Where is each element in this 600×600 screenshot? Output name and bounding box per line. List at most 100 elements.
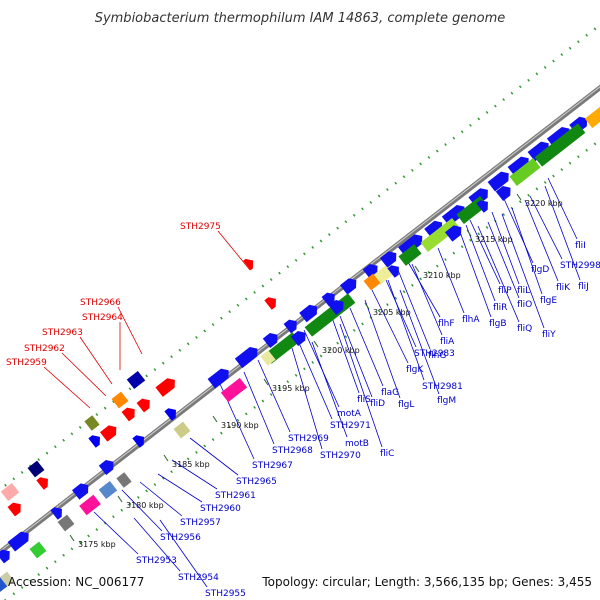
- leader-line: [159, 519, 208, 588]
- gene-label: STH2968: [272, 446, 313, 456]
- gene-label: flhA: [462, 315, 480, 325]
- gene-label: motB: [345, 439, 369, 449]
- kbp-tick: [163, 454, 169, 462]
- kbp-tick: [466, 229, 472, 237]
- gene-label: flgL: [398, 400, 414, 410]
- gene-feature: [299, 304, 318, 323]
- leader-line: [547, 177, 578, 240]
- leader-line: [407, 261, 441, 318]
- backbone-highlight: [0, 86, 600, 552]
- leader-line: [349, 307, 384, 387]
- kbp-tick: [117, 495, 123, 503]
- gene-feature: [29, 541, 47, 559]
- gene-feature: [126, 370, 146, 390]
- gene-label: motA: [337, 409, 362, 419]
- gene-feature: [321, 292, 335, 307]
- gene-label: fliA: [440, 337, 455, 347]
- gene-feature: [398, 244, 422, 266]
- gene-label: STH2981: [422, 382, 463, 392]
- leader-line: [133, 517, 181, 572]
- leader-line: [397, 269, 431, 350]
- leader-line: [524, 199, 559, 282]
- highlight-gene-label: STH2959: [6, 358, 47, 368]
- gene-label: STH2998: [560, 261, 600, 271]
- gene-label: fliP: [498, 286, 512, 296]
- gene-feature: [534, 123, 586, 167]
- kbp-tick: [414, 265, 420, 273]
- accession-text: Accession: NC_006177: [8, 575, 144, 589]
- gene-feature: [340, 278, 357, 295]
- gene-label: fliY: [542, 330, 556, 340]
- leader-line: [157, 473, 203, 503]
- gene-feature: [584, 103, 600, 129]
- gene-feature: [164, 408, 176, 421]
- highlight-gene-label: STH2962: [24, 344, 65, 354]
- gene-feature: [36, 477, 48, 490]
- gene-feature: [507, 156, 529, 177]
- gene-feature: [111, 391, 129, 409]
- gene-feature: [260, 350, 276, 366]
- gene-label: flhF: [438, 319, 455, 329]
- gene-feature: [445, 225, 462, 242]
- gene-feature: [387, 265, 399, 278]
- leader-line: [339, 323, 383, 448]
- gene-label: STH2957: [180, 518, 221, 528]
- gene-feature: [420, 217, 460, 253]
- gene-label: STH2955: [205, 589, 246, 599]
- gene-label: STH2954: [178, 573, 219, 583]
- gene-labels: fliI STH2998 fliJ flgD fliK flgE fliP fliL fliR f…: [6, 222, 600, 599]
- leader-line: [501, 213, 545, 329]
- kbp-label: 3180 kbp: [126, 501, 164, 510]
- gene-label: fliD: [370, 399, 385, 409]
- map-title: Symbiobacterium thermophilum IAM 14863, …: [95, 11, 506, 26]
- gene-label: fliS: [357, 395, 371, 405]
- gene-label: flgD: [531, 265, 549, 275]
- gene-feature: [116, 472, 132, 488]
- leader-line: [437, 247, 465, 314]
- gene-feature: [72, 483, 89, 500]
- highlight-gene-label: STH2963: [42, 328, 83, 338]
- gene-feature: [398, 234, 423, 257]
- leader-line: [189, 437, 239, 476]
- gene-label: fliL: [517, 286, 530, 296]
- gene-feature: [283, 319, 297, 334]
- gene-feature: [424, 220, 443, 239]
- gene-label: STH2983: [414, 349, 455, 359]
- kbp-tick: [263, 378, 269, 386]
- gene-feature: [290, 331, 306, 347]
- kbp-label: 3220 kbp: [525, 199, 563, 208]
- outer-gc-track: [0, 24, 600, 492]
- gene-label: STH2967: [252, 461, 293, 471]
- leader-line: [121, 489, 163, 532]
- kbp-label: 3215 kbp: [475, 235, 513, 244]
- leader-line: [529, 195, 563, 260]
- gene-feature: [495, 186, 511, 202]
- gene-feature: [136, 398, 150, 413]
- leader-line: [385, 279, 417, 348]
- genome-backbone: [0, 84, 600, 556]
- leader-line: [387, 279, 425, 381]
- gene-features: [0, 103, 600, 596]
- highlight-gene-label: STH2966: [80, 298, 121, 308]
- leader-line: [139, 481, 183, 517]
- gene-feature: [79, 494, 101, 516]
- leader-line-highlight: [117, 306, 143, 355]
- gene-feature: [173, 421, 191, 439]
- leader-line: [93, 511, 139, 555]
- leader-line: [399, 289, 440, 395]
- leader-line-highlight: [79, 336, 113, 385]
- leader-line: [329, 311, 360, 394]
- gene-feature: [509, 158, 541, 186]
- gene-feature: [0, 576, 8, 596]
- kbp-label: 3190 kbp: [221, 421, 259, 430]
- gene-feature: [262, 333, 278, 349]
- highlight-gene-label: STH2964: [82, 313, 123, 323]
- leader-line-highlight: [43, 366, 91, 409]
- leader-line: [291, 347, 323, 450]
- gene-feature: [243, 258, 254, 271]
- gene-feature: [50, 507, 62, 520]
- gene-feature: [121, 407, 135, 422]
- gene-feature: [328, 300, 344, 316]
- gene-label: STH2971: [330, 421, 371, 431]
- leader-line: [477, 225, 520, 323]
